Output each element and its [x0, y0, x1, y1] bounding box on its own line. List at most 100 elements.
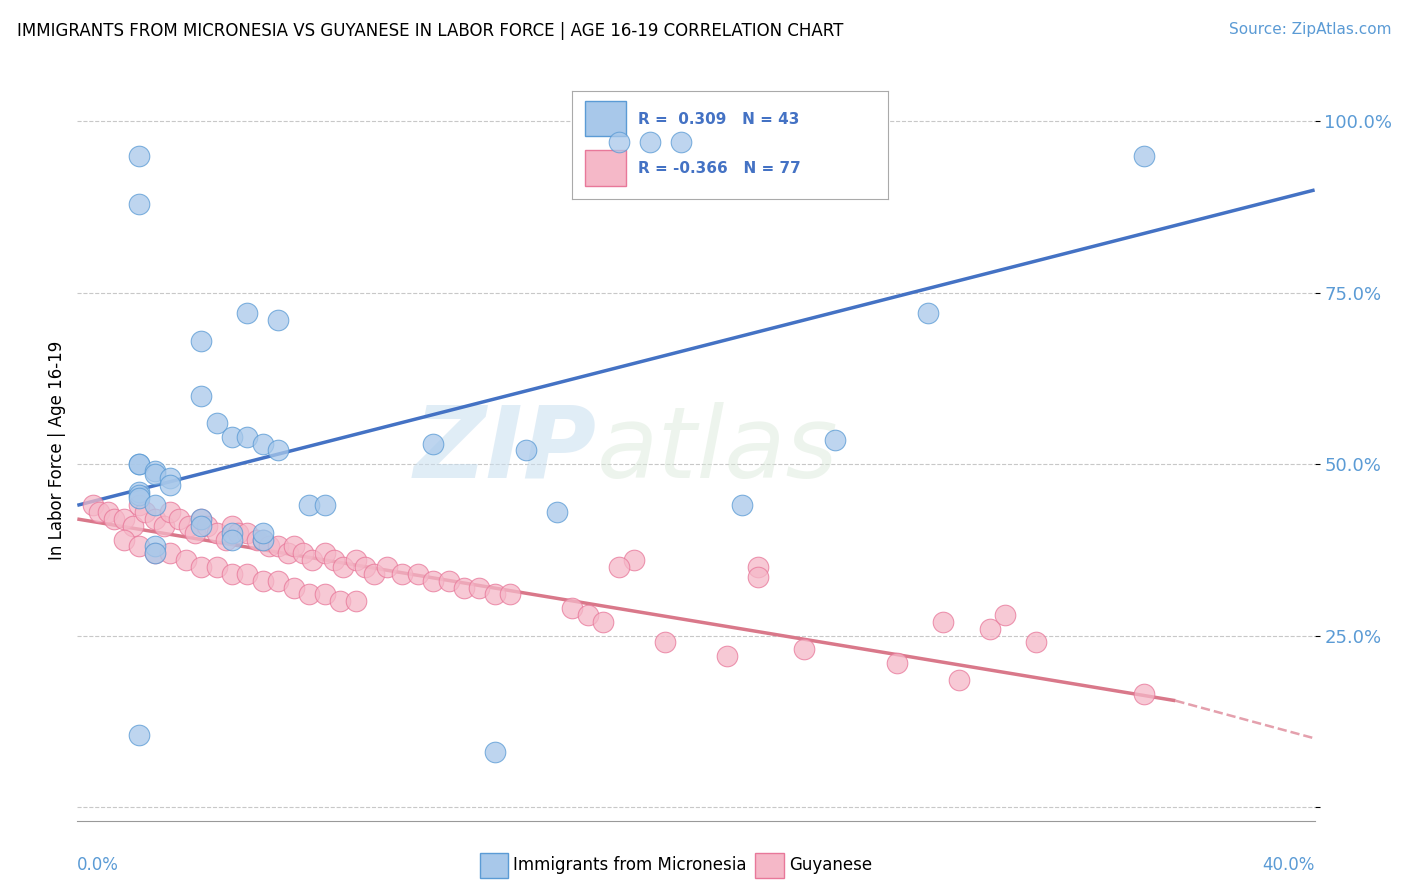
- Point: [607, 560, 630, 574]
- Point: [747, 570, 769, 584]
- Point: [623, 553, 645, 567]
- Point: [484, 587, 506, 601]
- Point: [190, 389, 212, 403]
- Point: [422, 436, 444, 450]
- Point: [128, 149, 150, 163]
- Point: [453, 581, 475, 595]
- Point: [190, 560, 212, 574]
- Point: [177, 519, 200, 533]
- Point: [747, 560, 769, 574]
- Point: [252, 533, 274, 547]
- Point: [221, 430, 243, 444]
- Point: [484, 745, 506, 759]
- Text: Source: ZipAtlas.com: Source: ZipAtlas.com: [1229, 22, 1392, 37]
- Point: [143, 546, 166, 560]
- Point: [592, 615, 614, 629]
- Point: [128, 488, 150, 502]
- Point: [375, 560, 398, 574]
- Point: [128, 457, 150, 471]
- Point: [221, 525, 243, 540]
- Bar: [755, 853, 785, 878]
- Point: [948, 673, 970, 687]
- Point: [97, 505, 120, 519]
- Point: [391, 566, 413, 581]
- Point: [314, 587, 336, 601]
- Point: [112, 533, 135, 547]
- Point: [215, 533, 238, 547]
- Point: [515, 443, 537, 458]
- Point: [87, 505, 110, 519]
- Point: [267, 540, 290, 554]
- Point: [406, 566, 429, 581]
- Point: [190, 334, 212, 348]
- Point: [221, 566, 243, 581]
- Point: [252, 533, 274, 547]
- Point: [283, 540, 305, 554]
- Point: [354, 560, 377, 574]
- Point: [236, 525, 259, 540]
- Point: [143, 467, 166, 482]
- Text: ZIP: ZIP: [413, 402, 598, 499]
- Point: [499, 587, 522, 601]
- Point: [437, 574, 460, 588]
- Point: [236, 566, 259, 581]
- Point: [195, 519, 218, 533]
- Point: [128, 498, 150, 512]
- Text: Guyanese: Guyanese: [789, 856, 872, 874]
- Point: [267, 443, 290, 458]
- Point: [143, 540, 166, 554]
- Point: [128, 540, 150, 554]
- Point: [546, 505, 568, 519]
- Point: [159, 546, 181, 560]
- Point: [292, 546, 315, 560]
- Point: [128, 457, 150, 471]
- Point: [128, 728, 150, 742]
- Point: [221, 533, 243, 547]
- Text: 0.0%: 0.0%: [77, 856, 120, 874]
- Point: [332, 560, 354, 574]
- Point: [561, 601, 583, 615]
- Text: atlas: atlas: [598, 402, 838, 499]
- Point: [731, 498, 754, 512]
- Point: [190, 512, 212, 526]
- Point: [174, 553, 197, 567]
- Point: [917, 306, 939, 320]
- Point: [267, 313, 290, 327]
- Text: 40.0%: 40.0%: [1263, 856, 1315, 874]
- Point: [344, 594, 367, 608]
- Bar: [479, 853, 508, 878]
- Point: [716, 649, 738, 664]
- Point: [103, 512, 125, 526]
- Point: [329, 594, 352, 608]
- Point: [122, 519, 145, 533]
- Point: [236, 306, 259, 320]
- Point: [128, 196, 150, 211]
- Point: [252, 436, 274, 450]
- Point: [979, 622, 1001, 636]
- Point: [1133, 687, 1156, 701]
- Point: [994, 607, 1017, 622]
- Point: [159, 471, 181, 485]
- Text: IMMIGRANTS FROM MICRONESIA VS GUYANESE IN LABOR FORCE | AGE 16-19 CORRELATION CH: IMMIGRANTS FROM MICRONESIA VS GUYANESE I…: [17, 22, 844, 40]
- Point: [143, 512, 166, 526]
- Point: [793, 642, 815, 657]
- Point: [134, 505, 156, 519]
- Point: [422, 574, 444, 588]
- Point: [607, 135, 630, 149]
- Point: [205, 525, 228, 540]
- Point: [252, 574, 274, 588]
- Point: [257, 540, 280, 554]
- Point: [267, 574, 290, 588]
- Point: [143, 464, 166, 478]
- Point: [159, 477, 181, 491]
- Point: [298, 498, 321, 512]
- Point: [128, 484, 150, 499]
- Point: [82, 498, 104, 512]
- Point: [932, 615, 955, 629]
- Point: [344, 553, 367, 567]
- Point: [226, 525, 249, 540]
- Point: [169, 512, 191, 526]
- Point: [184, 525, 207, 540]
- Point: [886, 656, 908, 670]
- Point: [314, 498, 336, 512]
